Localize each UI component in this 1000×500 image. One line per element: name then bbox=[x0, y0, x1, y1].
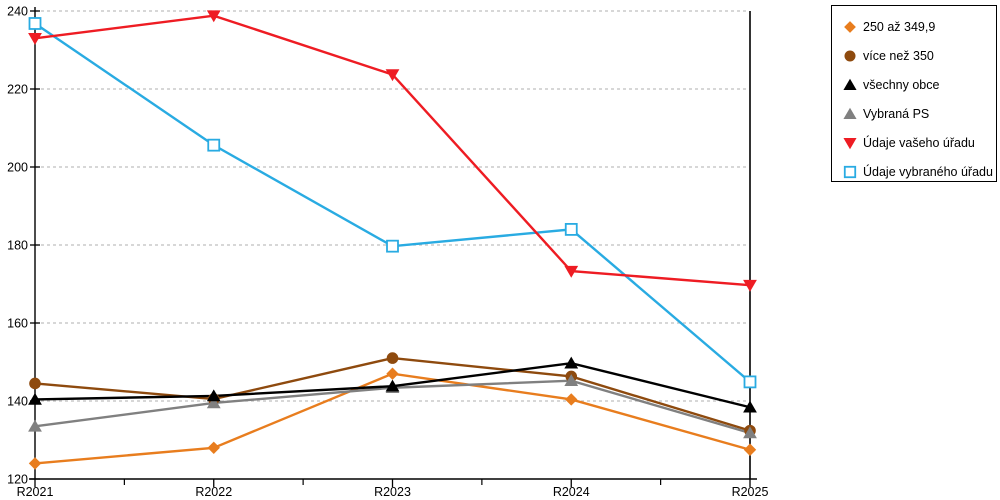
series-markers-3 bbox=[28, 374, 757, 439]
triangle-up-marker-icon bbox=[28, 392, 42, 405]
triangle-up-marker-icon bbox=[564, 356, 579, 369]
diamond-marker-icon bbox=[207, 441, 220, 454]
triangle-down-icon bbox=[843, 137, 857, 149]
legend-item-0: 250 až 349,9 bbox=[842, 12, 996, 41]
series-markers-2 bbox=[28, 356, 757, 413]
triangle-down-marker-icon bbox=[385, 69, 400, 82]
y-tick-label: 140 bbox=[7, 395, 28, 409]
circle-marker-icon bbox=[29, 377, 41, 390]
x-tick-label: R2024 bbox=[553, 485, 590, 499]
diamond-marker-icon bbox=[743, 443, 757, 456]
square-open-icon bbox=[843, 165, 857, 178]
triangle-up-marker-icon bbox=[206, 396, 221, 409]
diamond-marker-icon bbox=[386, 367, 399, 380]
triangle-up-marker-icon bbox=[843, 107, 857, 119]
series-markers-5 bbox=[28, 17, 757, 389]
legend-label: 250 až 349,9 bbox=[863, 19, 936, 34]
triangle-up-marker-icon bbox=[28, 419, 42, 432]
legend-label: Údaje vašeho úřadu bbox=[863, 135, 975, 150]
diamond-marker-icon bbox=[28, 457, 42, 470]
triangle-down-marker-icon bbox=[28, 33, 42, 45]
square-open-marker-icon bbox=[843, 165, 857, 178]
legend-label: více než 350 bbox=[863, 48, 934, 63]
triangle-up-marker-icon bbox=[385, 379, 400, 392]
circle-marker-icon bbox=[386, 352, 399, 364]
diamond-marker-icon bbox=[844, 20, 856, 33]
x-tick-label: R2021 bbox=[17, 485, 54, 499]
chart-legend: 250 až 349,9 více než 350 všechny obce Vybr… bbox=[831, 5, 997, 182]
square-open-marker-icon bbox=[386, 239, 399, 253]
y-tick-label: 120 bbox=[7, 473, 28, 487]
triangle-down-marker-icon bbox=[564, 265, 579, 278]
x-tick-label: R2023 bbox=[374, 485, 411, 499]
triangle-up-icon bbox=[843, 78, 857, 90]
triangle-down-marker-icon bbox=[743, 279, 757, 292]
triangle-up-marker-icon bbox=[564, 374, 579, 387]
legend-item-1: více než 350 bbox=[842, 41, 996, 70]
diamond-marker-icon bbox=[565, 393, 578, 406]
circle-marker-icon bbox=[844, 49, 856, 62]
triangle-up-marker-icon bbox=[743, 426, 757, 439]
x-tick-label: R2022 bbox=[195, 485, 232, 499]
triangle-down-marker-icon bbox=[843, 137, 857, 149]
triangle-up-marker-icon bbox=[743, 400, 757, 413]
square-open-marker-icon bbox=[28, 17, 42, 30]
y-tick-label: 240 bbox=[7, 5, 28, 19]
y-tick-label: 200 bbox=[7, 161, 28, 175]
square-open-marker-icon bbox=[207, 138, 221, 152]
series-markers-0 bbox=[28, 367, 757, 470]
legend-item-3: Vybraná PS bbox=[842, 99, 996, 128]
square-open-marker-icon bbox=[564, 222, 578, 236]
diamond-icon bbox=[844, 20, 856, 33]
legend-label: Vybraná PS bbox=[863, 106, 930, 121]
circle-icon bbox=[844, 49, 856, 62]
legend-label: Údaje vybraného úřadu bbox=[863, 164, 993, 179]
square-open-marker-icon bbox=[743, 375, 757, 389]
legend-item-4: Údaje vašeho úřadu bbox=[842, 128, 996, 157]
triangle-up-icon bbox=[843, 107, 857, 119]
legend-item-2: všechny obce bbox=[842, 70, 996, 99]
series-markers-4 bbox=[28, 10, 757, 292]
triangle-up-marker-icon bbox=[206, 389, 221, 402]
legend-item-5: Údaje vybraného úřadu bbox=[842, 157, 996, 186]
legend-label: všechny obce bbox=[863, 77, 940, 92]
series-markers-1 bbox=[29, 352, 756, 437]
triangle-down-marker-icon bbox=[206, 10, 221, 23]
y-tick-label: 220 bbox=[7, 83, 28, 97]
x-tick-label: R2025 bbox=[732, 485, 769, 499]
triangle-up-marker-icon bbox=[843, 78, 857, 90]
y-tick-label: 160 bbox=[7, 317, 28, 331]
y-tick-label: 180 bbox=[7, 239, 28, 253]
